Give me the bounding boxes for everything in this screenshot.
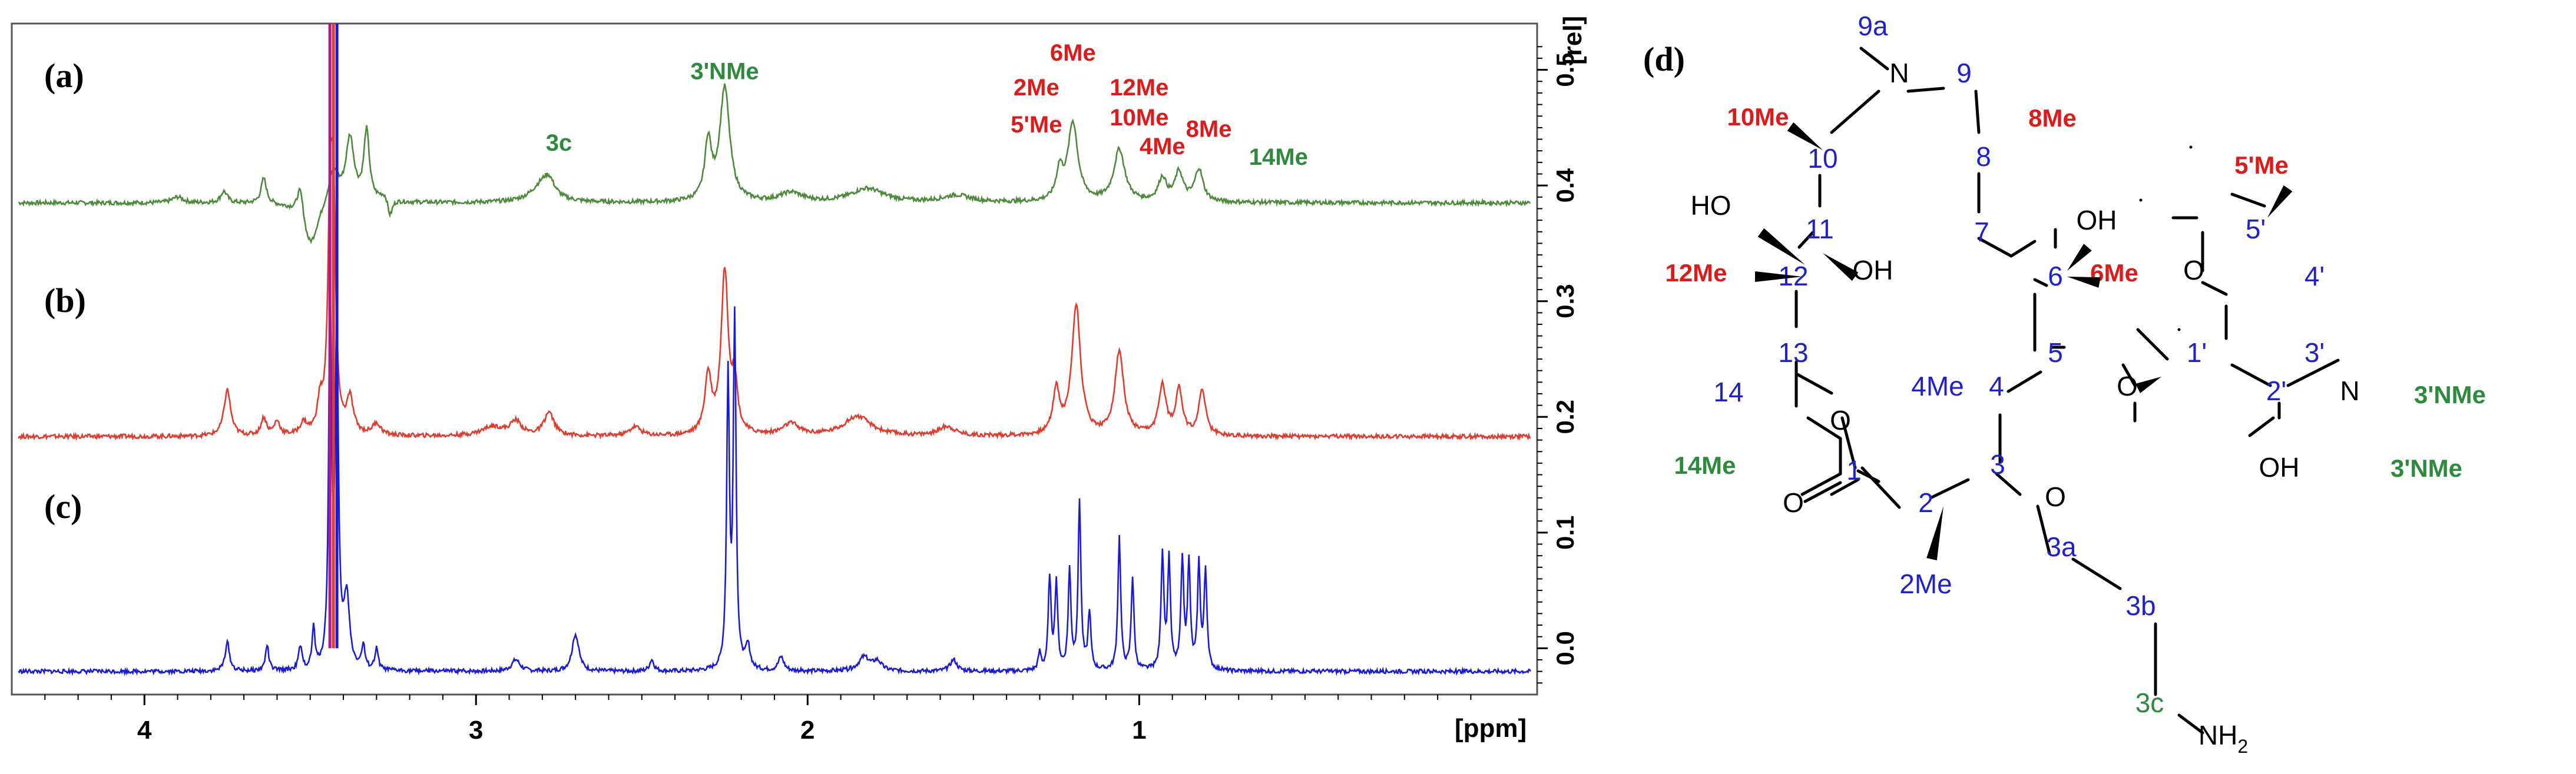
- peak-label: 4Me: [1140, 134, 1186, 160]
- atom-c14: 14: [1713, 377, 1743, 407]
- x-tick-label: 3: [469, 716, 483, 745]
- plot-frame: [11, 22, 1538, 696]
- x-tick-label: 2: [800, 716, 814, 745]
- y-tick-label: 0.0: [1551, 631, 1579, 665]
- atom-c4: 4: [1989, 371, 2004, 401]
- atom-c10: 10: [1807, 143, 1837, 174]
- peak-label: 3'NMe: [690, 58, 759, 84]
- group-nme3p_a: 3'NMe: [2414, 381, 2486, 408]
- x-tick-label: 4: [137, 716, 152, 745]
- atom-ho12: HO: [1691, 190, 1731, 221]
- spectrum-trace-(c): [18, 271, 1531, 676]
- wedge-bond: [2267, 185, 2293, 218]
- atom-c1p: 1': [2187, 337, 2207, 368]
- atom-c3b: 3b: [2125, 590, 2156, 621]
- atom-c3p: 3': [2305, 337, 2325, 368]
- atom-o_ether: O: [2045, 481, 2066, 512]
- y-tick-label: 0.3: [1551, 284, 1579, 318]
- y-tick-label: 0.4: [1551, 168, 1579, 202]
- atom-n9: N: [1889, 58, 1909, 88]
- atom-c8: 8: [1976, 141, 1991, 172]
- atom-c6: 6: [2048, 261, 2063, 291]
- spectrum-trace-(a): [18, 83, 1531, 244]
- molecule-bonds: [1794, 46, 2340, 735]
- wedge-bond: [1755, 271, 1802, 282]
- atom-o_ring_p: O: [2183, 255, 2204, 285]
- y-tick-label: 0.1: [1551, 516, 1579, 550]
- spectra-traces: [18, 24, 1531, 676]
- group-me5p: 5'Me: [2234, 151, 2289, 179]
- peak-label: 3c: [546, 130, 572, 156]
- atom-c3: 3: [1990, 449, 2005, 480]
- group-me14: 14Me: [1674, 451, 1736, 479]
- atom-nh2: NH2: [2198, 720, 2248, 757]
- atom-c1: 1: [1846, 455, 1862, 486]
- atom-c3a: 3a: [2046, 531, 2077, 562]
- peak-label: 6Me: [1050, 40, 1096, 66]
- x-tick-label: 1: [1132, 716, 1146, 745]
- atom-o_glyc: O: [2117, 371, 2138, 401]
- wedge-bond: [2067, 277, 2101, 288]
- atom-me2: 2Me: [1899, 569, 1952, 599]
- atom-c5p: 5': [2246, 214, 2266, 244]
- atom-c2p: 2': [2266, 376, 2286, 406]
- y-axis-label: [rel]: [1558, 16, 1587, 65]
- peak-label: 10Me: [1110, 105, 1168, 131]
- wedge-bond: [1926, 506, 1943, 560]
- panel-label-b: (b): [44, 281, 86, 320]
- atom-oh6: OH: [2077, 205, 2117, 235]
- y-axis: 0.5 0.4 0.3 0.2 0.1 0.0: [1537, 46, 1579, 684]
- atom-c3c: 3c: [2135, 687, 2164, 718]
- spectrum-trace-(b): [18, 137, 1531, 441]
- peak-label: 14Me: [1249, 144, 1308, 170]
- group-me12: 12Me: [1665, 259, 1727, 287]
- atom-oh2p: OH: [2259, 452, 2300, 483]
- panel-label-c: (c): [44, 487, 82, 526]
- group-me10: 10Me: [1727, 103, 1789, 131]
- atom-c13: 13: [1778, 337, 1808, 368]
- x-axis-label: [ppm]: [1455, 714, 1527, 743]
- atom-c9a: 9a: [1857, 11, 1888, 41]
- peak-label: 12Me: [1110, 75, 1168, 101]
- panel-label-d: (d): [1643, 40, 1685, 78]
- atom-oh11: OH: [1853, 255, 1893, 285]
- y-tick-label: 0.2: [1551, 400, 1579, 434]
- peak-label: 8Me: [1186, 117, 1232, 142]
- molecule-structure: (d): [1643, 11, 2486, 757]
- atom-c4p: 4': [2305, 261, 2325, 291]
- atom-c11: 11: [1806, 214, 1834, 244]
- wedge-bond: [2067, 244, 2092, 271]
- spectrum-plot: 4 3 2 1 0.5 0.4 0.3 0.2 0.1 0.0 3'NMe 3c 6Me 2Me 12M…: [11, 16, 1587, 745]
- group-me8: 8Me: [2028, 104, 2077, 132]
- atom-c9: 9: [1956, 58, 1972, 88]
- wedge-bond: [1823, 253, 1859, 281]
- atom-c7: 7: [1974, 217, 1989, 247]
- peak-label: 2Me: [1014, 75, 1059, 101]
- y-tick-label: 0.5: [1551, 52, 1579, 87]
- wedge-bond: [1757, 228, 1805, 265]
- peak-label: 5'Me: [1011, 112, 1062, 138]
- wedge-bond: [1787, 122, 1823, 150]
- atom-o_carbonyl: O: [1783, 487, 1804, 518]
- x-axis: 4 3 2 1: [44, 695, 1472, 745]
- atom-o_ring: O: [1830, 405, 1851, 436]
- panel-label-a: (a): [44, 57, 84, 95]
- atom-c5: 5: [2048, 337, 2063, 368]
- atom-me4: 4Me: [1911, 371, 1964, 401]
- wedge-bond: [2135, 377, 2161, 394]
- atom-n3p: N: [2340, 376, 2359, 406]
- atom-nh2-subscript: 2: [2237, 736, 2248, 757]
- group-nme3p_b: 3'NMe: [2390, 454, 2462, 482]
- atom-c2: 2: [1918, 487, 1933, 518]
